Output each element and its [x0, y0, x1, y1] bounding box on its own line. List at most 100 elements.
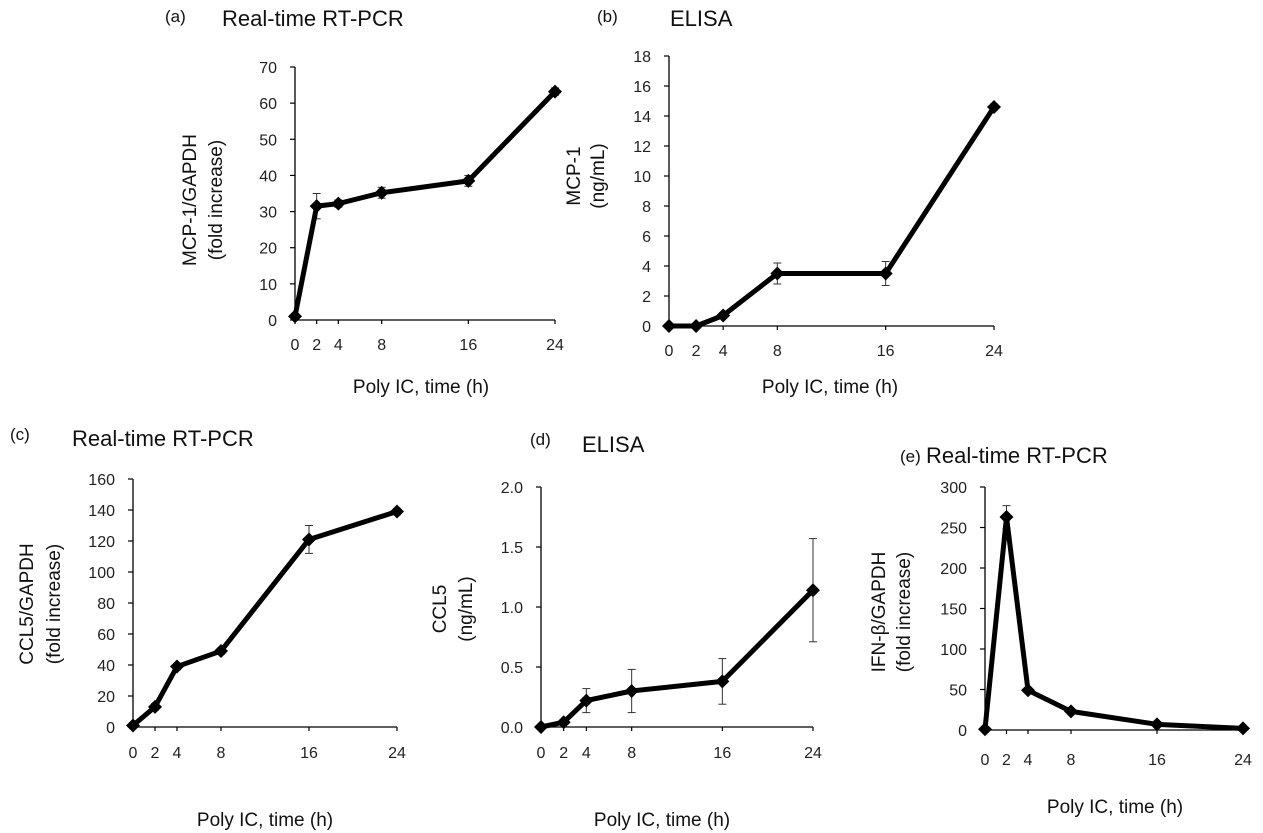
data-point	[999, 509, 1014, 524]
y-tick-label: 150	[940, 602, 967, 619]
x-tick-label: 0	[981, 752, 990, 769]
y-axis-label-unit: (ng/mL)	[588, 143, 609, 208]
x-tick-label: 24	[804, 745, 822, 762]
x-tick-label: 2	[692, 343, 701, 360]
x-tick-label: 2	[559, 745, 568, 762]
y-tick-label: 100	[88, 565, 115, 582]
y-tick-label: 1.0	[501, 600, 523, 617]
x-tick-label: 16	[1148, 752, 1166, 769]
data-point	[331, 196, 346, 211]
data-point	[1064, 704, 1078, 719]
series-line	[540, 588, 815, 730]
y-tick-label: 30	[259, 205, 277, 222]
x-tick-label: 8	[1067, 752, 1076, 769]
data-point	[978, 722, 992, 737]
data-point	[1021, 683, 1035, 698]
chart-title: Real-time RT-PCR	[222, 6, 404, 31]
y-tick-label: 6	[642, 229, 651, 246]
y-tick-label: 20	[259, 241, 277, 258]
y-tick-label: 140	[88, 503, 115, 520]
series-line	[669, 105, 997, 329]
x-tick-label: 0	[129, 745, 138, 762]
data-point	[1236, 721, 1250, 736]
data-point	[662, 319, 676, 333]
x-tick-label: 2	[312, 337, 321, 354]
y-tick-label: 20	[97, 689, 115, 706]
data-point	[170, 659, 184, 674]
chart-title: ELISA	[582, 432, 645, 457]
y-tick-label: 0	[958, 723, 967, 740]
series-line	[131, 509, 398, 728]
x-tick-label: 4	[1024, 752, 1033, 769]
y-tick-label: 100	[940, 642, 967, 659]
y-tick-label: 8	[642, 199, 651, 216]
x-tick-label: 8	[217, 745, 226, 762]
y-tick-label: 200	[940, 561, 967, 578]
data-point	[548, 84, 562, 99]
x-tick-label: 8	[627, 745, 636, 762]
y-tick-label: 2.0	[501, 480, 523, 497]
y-axis-label-unit: (fold increase)	[206, 140, 227, 260]
panel-letter: (d)	[530, 430, 551, 449]
y-tick-label: 50	[949, 683, 967, 700]
series-line	[292, 89, 557, 317]
data-point	[624, 684, 639, 698]
y-tick-label: 0	[268, 313, 277, 330]
x-tick-label: 0	[665, 343, 674, 360]
y-tick-label: 0.0	[501, 720, 523, 737]
y-tick-label: 60	[259, 96, 277, 113]
x-tick-label: 8	[773, 343, 782, 360]
data-point	[302, 532, 316, 547]
y-axis-label-unit: (fold increase)	[894, 552, 915, 672]
y-tick-label: 70	[259, 60, 277, 77]
y-axis-label: CCL5/GAPDH	[17, 543, 38, 664]
x-tick-label: 2	[151, 745, 160, 762]
x-tick-label: 24	[985, 343, 1003, 360]
chart-title: Real-time RT-PCR	[926, 443, 1108, 468]
y-tick-label: 18	[633, 49, 651, 66]
data-point	[716, 308, 731, 323]
y-tick-label: 160	[88, 472, 115, 489]
y-tick-label: 0	[106, 720, 115, 737]
x-tick-label: 24	[388, 745, 406, 762]
x-tick-label: 4	[582, 745, 591, 762]
y-tick-label: 10	[259, 277, 277, 294]
x-axis-label: Poly IC, time (h)	[197, 810, 333, 831]
x-tick-label: 24	[1234, 752, 1252, 769]
y-tick-label: 16	[633, 79, 651, 96]
y-tick-label: 0	[642, 319, 651, 336]
data-point	[987, 100, 1001, 114]
data-point	[374, 185, 389, 200]
data-point	[806, 583, 820, 598]
y-tick-label: 80	[97, 596, 115, 613]
y-tick-label: 40	[259, 168, 277, 185]
data-point	[309, 199, 324, 214]
data-point	[715, 674, 730, 689]
x-tick-label: 16	[713, 745, 731, 762]
y-axis-label: MCP-1	[564, 146, 585, 205]
data-point	[579, 693, 594, 708]
y-axis-label: MCP-1/GAPDH	[180, 134, 201, 266]
x-tick-label: 4	[334, 337, 343, 354]
data-point	[390, 504, 404, 519]
data-point	[556, 715, 571, 730]
x-tick-label: 4	[173, 745, 182, 762]
y-tick-label: 60	[97, 627, 115, 644]
data-point	[534, 720, 548, 734]
y-tick-label: 1.5	[501, 540, 523, 557]
y-tick-label: 12	[633, 139, 651, 156]
chart-panel-3: (c) Real-time RT-PCR020406080100120140160…	[10, 425, 406, 831]
y-tick-label: 14	[633, 109, 651, 126]
y-tick-label: 4	[642, 259, 651, 276]
data-point	[461, 173, 476, 188]
y-tick-label: 50	[259, 132, 277, 149]
x-tick-label: 16	[877, 343, 895, 360]
x-tick-label: 2	[1002, 752, 1011, 769]
x-axis-label: Poly IC, time (h)	[594, 810, 730, 831]
x-tick-label: 16	[459, 337, 477, 354]
